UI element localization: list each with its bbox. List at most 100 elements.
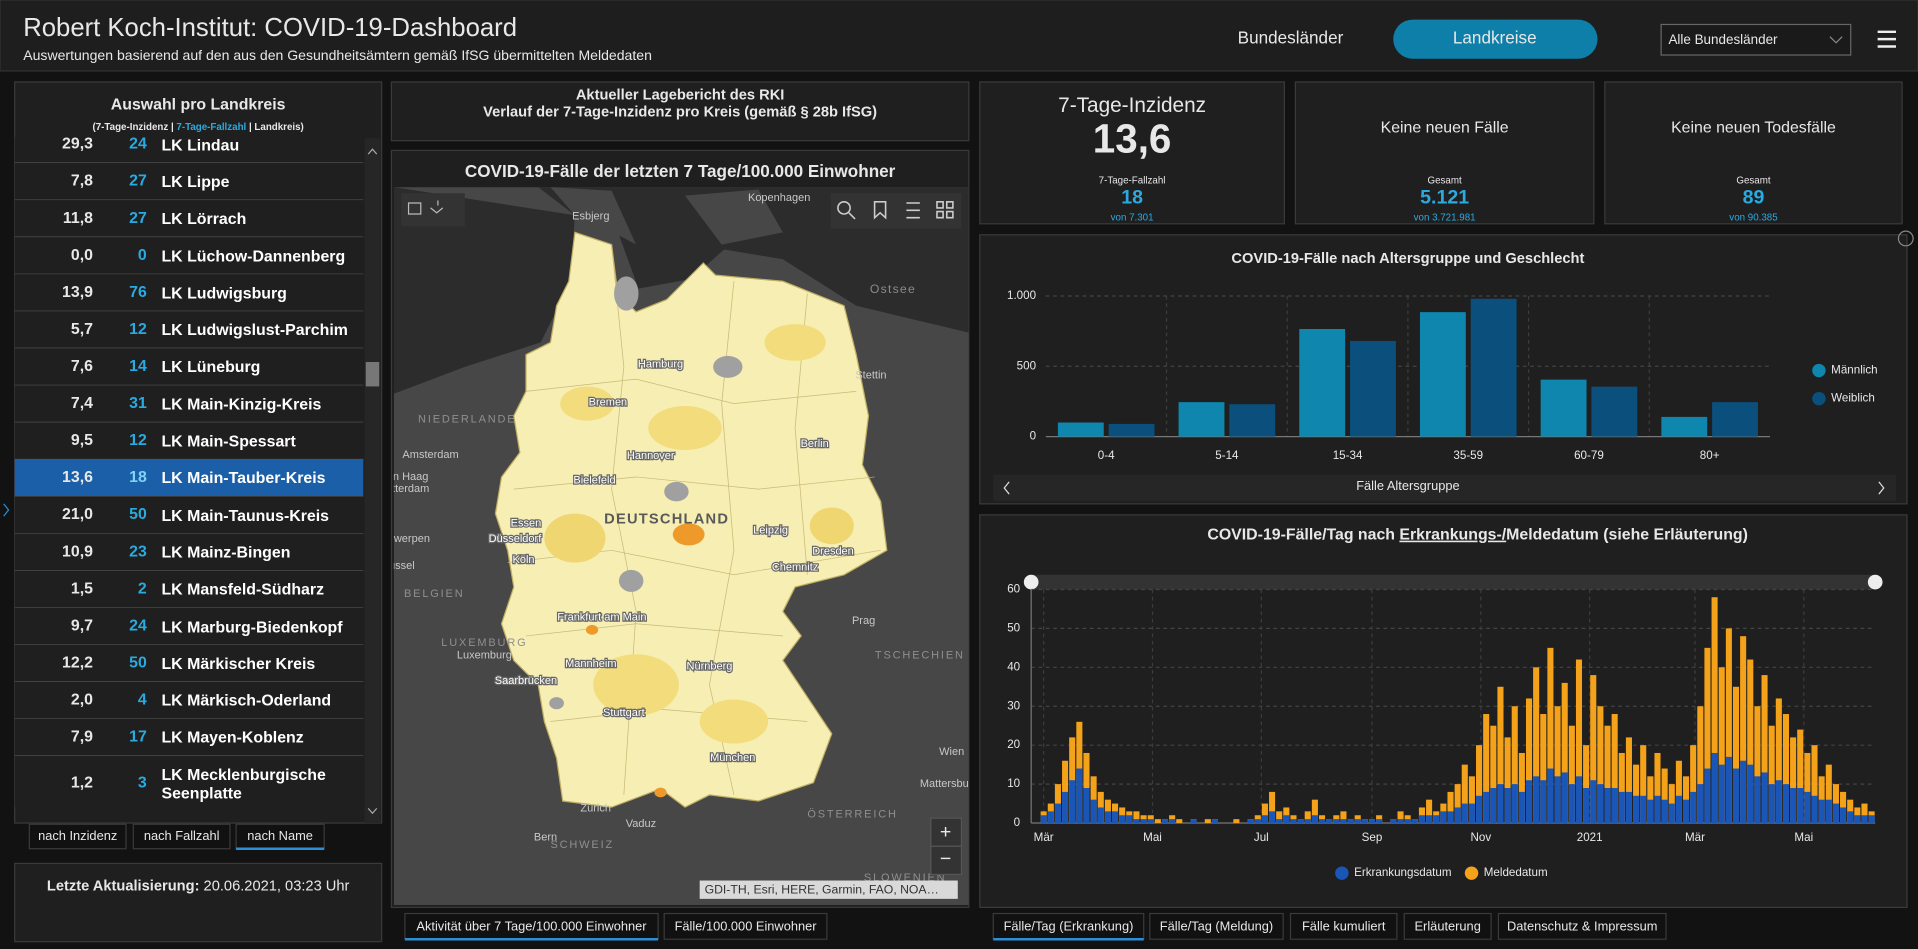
chart-tab[interactable] bbox=[1289, 912, 1398, 940]
bar bbox=[1818, 776, 1825, 824]
kpi-title: Keine neuen Todesfälle bbox=[1671, 120, 1836, 137]
chart-tab[interactable] bbox=[1403, 912, 1492, 940]
sort-button[interactable] bbox=[235, 823, 325, 850]
map-label: BELGIEN bbox=[404, 588, 465, 600]
district-row[interactable] bbox=[14, 533, 364, 571]
bar bbox=[1440, 811, 1447, 824]
bar bbox=[1590, 780, 1597, 824]
name-box: LK Marburg-Biedenkopf bbox=[161, 617, 342, 635]
chart-title: COVID-19-Fälle nach Altersgruppe und Ges… bbox=[1231, 251, 1584, 267]
map-title: COVID-19-Fälle der letzten 7 Tage/100.00… bbox=[465, 162, 896, 181]
district-row[interactable] bbox=[14, 311, 364, 349]
district-row[interactable] bbox=[14, 348, 364, 386]
bar bbox=[1233, 819, 1240, 824]
zoom-out[interactable] bbox=[930, 845, 963, 876]
bar bbox=[1854, 815, 1861, 824]
case-count: 76 bbox=[129, 284, 147, 301]
bar bbox=[1583, 788, 1590, 824]
bar bbox=[1533, 667, 1540, 824]
district-name: LK Mecklenburgische Seenplatte bbox=[161, 765, 326, 802]
district-name: LK Main-Kinzig-Kreis bbox=[161, 394, 322, 414]
case-count: 27 bbox=[129, 210, 147, 227]
x-axis-label: Fälle Altersgruppe bbox=[1356, 478, 1459, 493]
district-row[interactable] bbox=[14, 385, 364, 423]
bar bbox=[1775, 698, 1782, 824]
expand-icon[interactable] bbox=[1897, 230, 1914, 247]
map-label: Hamburg bbox=[638, 358, 683, 370]
update-label: Letzte Aktualisierung: bbox=[47, 879, 200, 895]
bar bbox=[1761, 772, 1768, 824]
bar bbox=[1340, 819, 1347, 824]
scrollbar[interactable] bbox=[364, 138, 381, 824]
district-row[interactable] bbox=[14, 459, 364, 497]
sort-label: nach Inzidenz bbox=[38, 828, 117, 843]
bar bbox=[1283, 815, 1290, 824]
map-label: Hannover bbox=[627, 450, 675, 462]
filter-dropdown[interactable] bbox=[1660, 23, 1852, 56]
bar bbox=[1597, 784, 1604, 824]
bar bbox=[1204, 819, 1211, 824]
district-name: LK Märkischer Kreis bbox=[161, 654, 316, 673]
y-tick-label: 10 bbox=[1007, 777, 1020, 790]
district-name: LK Mainz-Bingen bbox=[161, 542, 291, 562]
scroller-arrows[interactable] bbox=[1003, 481, 1885, 495]
district-row[interactable] bbox=[14, 163, 364, 201]
slider-handle[interactable] bbox=[1023, 574, 1039, 590]
nav-button[interactable]: Landkreise bbox=[1453, 29, 1537, 48]
district-row[interactable] bbox=[14, 607, 364, 645]
district-row[interactable] bbox=[14, 496, 364, 534]
slider-handle[interactable] bbox=[1867, 574, 1883, 590]
case-count: 4 bbox=[138, 692, 147, 709]
sort-button[interactable] bbox=[28, 823, 127, 850]
bar bbox=[1276, 819, 1283, 824]
bar bbox=[1711, 597, 1718, 824]
chart-tab[interactable] bbox=[1497, 912, 1667, 940]
bar bbox=[1583, 745, 1590, 824]
menu-icon[interactable] bbox=[1877, 30, 1896, 48]
y-tick-label: 40 bbox=[1007, 660, 1020, 673]
range-slider[interactable] bbox=[1031, 574, 1876, 590]
district-row[interactable] bbox=[14, 570, 364, 608]
district-row[interactable] bbox=[14, 718, 364, 756]
map-tab[interactable] bbox=[404, 912, 659, 940]
chart-tab[interactable] bbox=[992, 912, 1145, 940]
bar bbox=[1782, 784, 1790, 824]
tool-icons bbox=[407, 200, 444, 215]
bar bbox=[1326, 819, 1333, 824]
nav-button[interactable]: Bundesländer bbox=[1238, 29, 1344, 48]
x-tick-label: Jul bbox=[1254, 831, 1269, 844]
district-row[interactable] bbox=[14, 237, 364, 275]
nav-active[interactable] bbox=[1393, 19, 1598, 59]
side-toggle[interactable] bbox=[3, 503, 10, 517]
scroll-thumb[interactable] bbox=[365, 361, 380, 387]
bar bbox=[1470, 298, 1517, 437]
district-row[interactable] bbox=[14, 200, 364, 238]
district-name: LK Ludwigslust-Parchim bbox=[161, 320, 348, 339]
district-name: LK Lüneburg bbox=[161, 357, 261, 376]
map-view[interactable]: Kopenhagen Esbjerg Ostsee Stettin NIEDERLAND… bbox=[377, 187, 978, 905]
district-row[interactable] bbox=[14, 644, 364, 682]
kpi-title: Keine neuen Fälle bbox=[1381, 120, 1509, 137]
incidence: 29,3 bbox=[62, 136, 93, 153]
bar bbox=[1540, 714, 1547, 824]
kpi-title: 7-Tage-Inzidenz bbox=[1058, 94, 1206, 117]
y-tick-label: 60 bbox=[1007, 583, 1020, 596]
bar bbox=[1261, 803, 1268, 824]
map-label: NIEDERLANDE bbox=[418, 413, 516, 425]
district-row[interactable] bbox=[14, 681, 364, 719]
map-label: Zürich bbox=[580, 802, 611, 814]
map-label: DEUTSCHLAND bbox=[604, 512, 729, 528]
sort-button[interactable] bbox=[132, 823, 231, 850]
district-row[interactable] bbox=[14, 755, 364, 811]
district-row[interactable] bbox=[14, 422, 364, 460]
bar bbox=[1261, 815, 1268, 824]
bar bbox=[1447, 811, 1454, 824]
bar bbox=[1775, 780, 1782, 824]
district-row[interactable] bbox=[14, 274, 364, 312]
chart-tab[interactable] bbox=[1149, 912, 1284, 940]
germany[interactable] bbox=[494, 231, 888, 808]
map-tab[interactable] bbox=[663, 912, 828, 940]
district-row[interactable] bbox=[14, 126, 364, 164]
